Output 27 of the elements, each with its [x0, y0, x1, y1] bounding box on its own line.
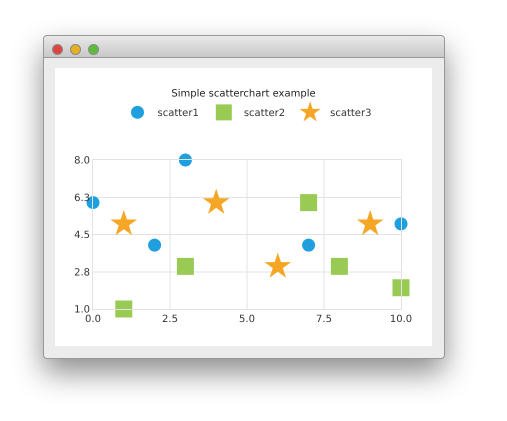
y-tick-label: 6.3	[74, 192, 90, 204]
point	[356, 210, 384, 236]
point	[394, 217, 408, 230]
x-tick-label: 5.0	[239, 314, 255, 325]
legend-label: scatter3	[330, 108, 372, 120]
point	[115, 300, 132, 318]
y-tick-label: 4.5	[74, 230, 90, 241]
legend-label: scatter1	[158, 108, 199, 120]
point	[330, 258, 348, 275]
legend-label: scatter2	[244, 108, 286, 120]
point	[202, 188, 230, 214]
point	[110, 210, 138, 236]
x-tick-label: 10.0	[390, 314, 412, 325]
point	[300, 194, 318, 212]
point	[302, 238, 316, 252]
y-tick-label: 2.8	[74, 267, 90, 278]
point	[176, 258, 194, 275]
x-tick-label: 7.5	[316, 314, 332, 325]
point	[148, 238, 162, 252]
y-tick-label: 8.0	[74, 156, 90, 166]
x-tick-label: 0.0	[85, 314, 101, 325]
y-tick-label: 1.0	[74, 304, 90, 316]
x-tick-label: 2.5	[162, 314, 178, 325]
point	[264, 252, 292, 278]
point	[392, 279, 410, 296]
point	[178, 154, 192, 166]
chart-title: Simple scatterchart example	[171, 88, 316, 100]
